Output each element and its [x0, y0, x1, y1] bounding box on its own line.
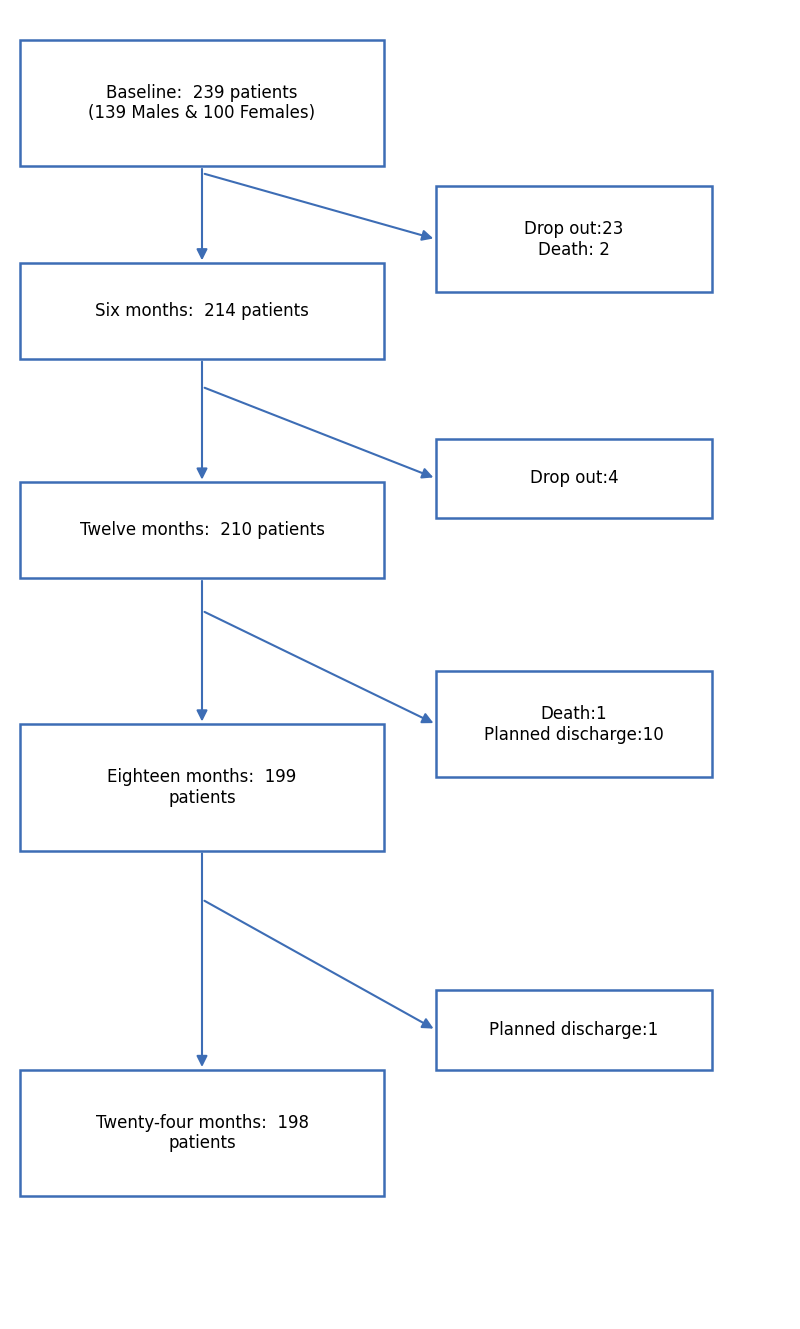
FancyBboxPatch shape: [436, 186, 712, 292]
FancyBboxPatch shape: [20, 40, 384, 166]
FancyBboxPatch shape: [20, 724, 384, 851]
Text: Eighteen months:  199
patients: Eighteen months: 199 patients: [107, 768, 297, 807]
Text: Drop out:23
Death: 2: Drop out:23 Death: 2: [524, 219, 624, 259]
Text: Twelve months:  210 patients: Twelve months: 210 patients: [79, 521, 325, 540]
Text: Planned discharge:1: Planned discharge:1: [490, 1021, 658, 1039]
FancyBboxPatch shape: [20, 263, 384, 359]
Text: Baseline:  239 patients
(139 Males & 100 Females): Baseline: 239 patients (139 Males & 100 …: [89, 84, 315, 122]
FancyBboxPatch shape: [20, 1070, 384, 1196]
Text: Death:1
Planned discharge:10: Death:1 Planned discharge:10: [484, 704, 664, 744]
Text: Drop out:4: Drop out:4: [530, 469, 618, 488]
FancyBboxPatch shape: [20, 482, 384, 578]
FancyBboxPatch shape: [436, 990, 712, 1070]
Text: Six months:  214 patients: Six months: 214 patients: [95, 302, 309, 320]
FancyBboxPatch shape: [436, 439, 712, 518]
Text: Twenty-four months:  198
patients: Twenty-four months: 198 patients: [95, 1114, 309, 1152]
FancyBboxPatch shape: [436, 671, 712, 777]
